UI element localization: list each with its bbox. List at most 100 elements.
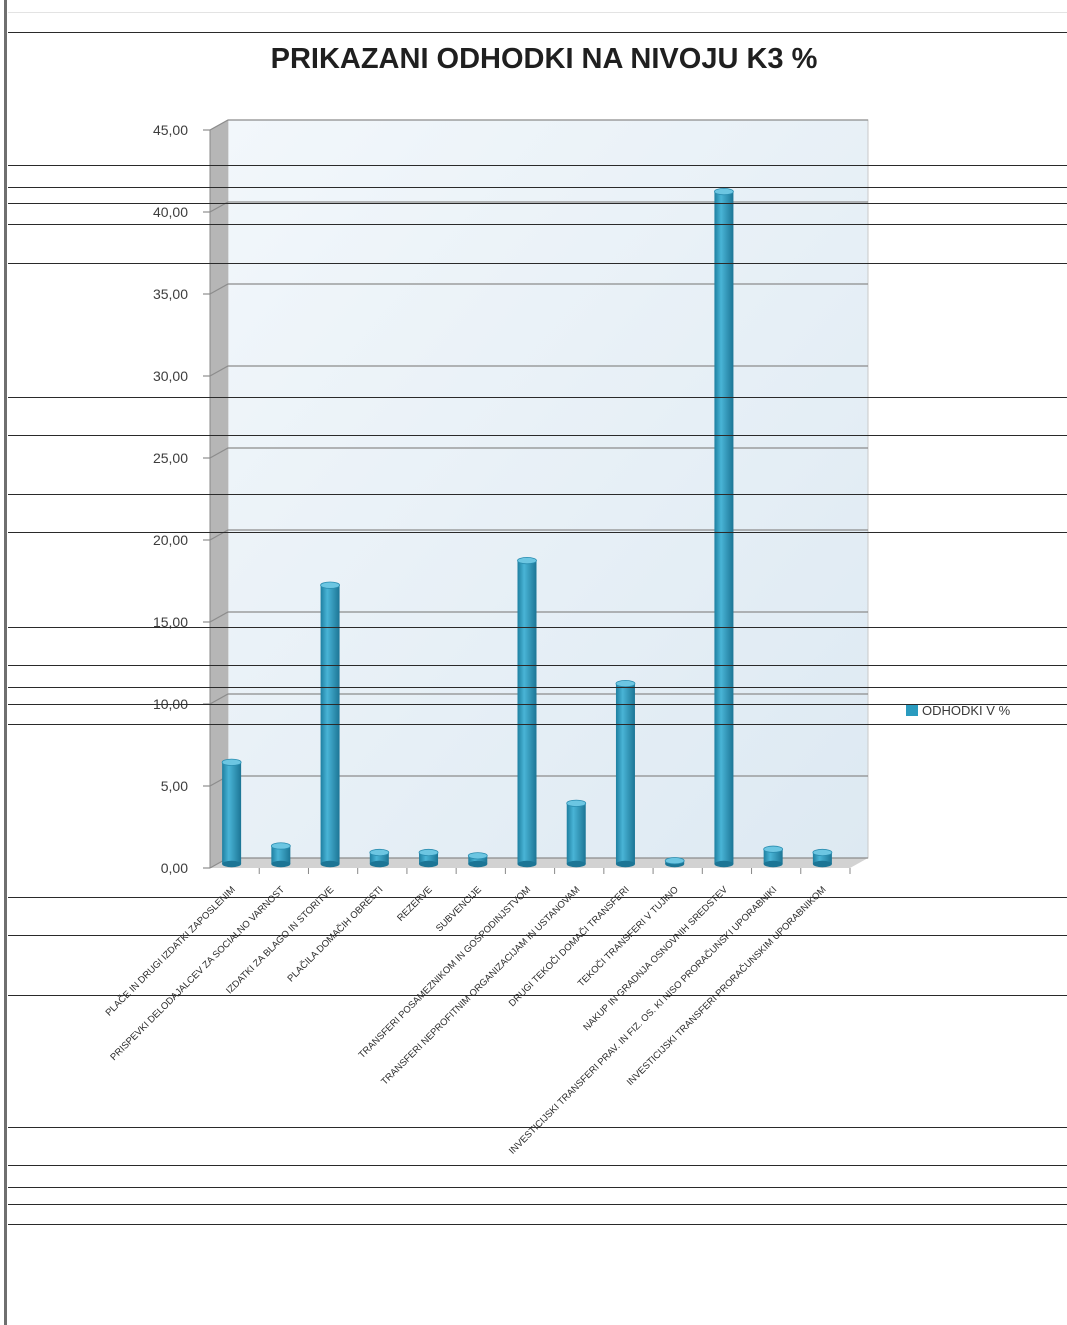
x-tick-label: PRISPEVKI DELODAJALCEV ZA SOCIALNO VARNO… bbox=[108, 884, 287, 1063]
bar-base bbox=[369, 860, 389, 868]
bar-base bbox=[714, 860, 734, 868]
bar-top bbox=[221, 758, 242, 766]
page-rule bbox=[8, 494, 1067, 495]
page-rule bbox=[8, 32, 1067, 33]
page-rule bbox=[8, 1187, 1067, 1188]
bar-top bbox=[418, 848, 439, 857]
bar bbox=[467, 852, 488, 868]
page-rule bbox=[8, 1204, 1067, 1205]
bar-body bbox=[812, 852, 832, 864]
bar-body bbox=[566, 803, 586, 864]
bar-body bbox=[714, 191, 734, 865]
legend: ODHODKI V % bbox=[906, 703, 1011, 718]
page-rule bbox=[8, 397, 1067, 398]
page-rule bbox=[8, 1127, 1067, 1128]
bar-top bbox=[566, 799, 587, 807]
gridline bbox=[209, 611, 868, 623]
bar-top bbox=[714, 188, 734, 196]
y-tick-label: 45,00 bbox=[153, 122, 188, 138]
bar-top bbox=[270, 842, 291, 850]
bar bbox=[714, 188, 734, 868]
page-rule bbox=[8, 897, 1067, 898]
page-rule bbox=[8, 687, 1067, 688]
page-rule bbox=[8, 187, 1067, 188]
page-rule bbox=[8, 203, 1067, 204]
bar bbox=[517, 556, 537, 868]
bar-base bbox=[419, 860, 439, 868]
bar-base bbox=[812, 860, 832, 868]
bar bbox=[418, 848, 439, 868]
bar-top bbox=[763, 845, 784, 853]
legend-swatch bbox=[906, 704, 918, 716]
y-tick-label: 30,00 bbox=[153, 368, 188, 384]
bar-top bbox=[615, 679, 636, 688]
bar-body bbox=[271, 845, 291, 864]
gridline bbox=[209, 365, 868, 377]
bar-body bbox=[615, 683, 635, 864]
page-rule bbox=[8, 435, 1067, 436]
bar-body bbox=[763, 849, 783, 864]
bar-base bbox=[566, 860, 586, 868]
bar-base bbox=[615, 860, 635, 868]
page-rule bbox=[8, 995, 1067, 996]
bar-top bbox=[812, 848, 833, 857]
x-tick-label: TRANSFERI POSAMEZNIKOM IN GOSPODINJSTVOM bbox=[357, 884, 534, 1061]
bar-top bbox=[664, 857, 685, 865]
y-tick-label: 0,00 bbox=[161, 860, 188, 876]
y-axis: 0,005,0010,0015,0020,0025,0030,0035,0040… bbox=[153, 122, 211, 876]
gridline bbox=[209, 283, 868, 295]
bars bbox=[221, 188, 833, 868]
x-tick-label: TEKOČI TRANSFERI V TUJINO bbox=[576, 884, 681, 989]
bar-body bbox=[517, 560, 537, 864]
page-rule bbox=[8, 165, 1067, 166]
left-border bbox=[4, 0, 7, 1325]
page-rule bbox=[8, 627, 1067, 628]
x-axis-labels: PLAČE IN DRUGI IZDATKI ZAPOSLENIMPRISPEV… bbox=[104, 868, 851, 1157]
bar-base bbox=[468, 860, 488, 868]
bar-top bbox=[517, 556, 537, 565]
page-rule bbox=[8, 1224, 1067, 1225]
bar-body bbox=[468, 855, 488, 864]
chart-title: PRIKAZANI ODHODKI NA NIVOJU K3 % bbox=[271, 43, 818, 75]
bar bbox=[615, 679, 636, 868]
bar bbox=[221, 758, 242, 868]
page-rule bbox=[8, 665, 1067, 666]
bar-top bbox=[369, 848, 390, 857]
bar bbox=[566, 799, 587, 868]
bar-base bbox=[271, 860, 291, 868]
bar-body bbox=[369, 852, 389, 864]
page-rule bbox=[8, 1165, 1067, 1166]
page-rule bbox=[8, 704, 1067, 705]
y-tick-label: 5,00 bbox=[161, 778, 188, 794]
y-tick-label: 15,00 bbox=[153, 614, 188, 630]
top-rule bbox=[8, 12, 1067, 13]
bar bbox=[812, 848, 833, 868]
gridline bbox=[209, 201, 868, 213]
x-tick-label: SUBVENCIJE bbox=[434, 884, 484, 934]
bar bbox=[664, 857, 685, 868]
page-rule bbox=[8, 935, 1067, 936]
page-rule bbox=[8, 224, 1067, 225]
bar-base bbox=[320, 860, 340, 868]
page-rule bbox=[8, 724, 1067, 725]
legend-label: ODHODKI V % bbox=[922, 703, 1011, 718]
bar-base bbox=[222, 860, 242, 868]
bar-base bbox=[763, 860, 783, 868]
bar-body bbox=[222, 762, 242, 864]
bar-body bbox=[419, 852, 439, 864]
y-tick-label: 40,00 bbox=[153, 204, 188, 220]
bar bbox=[763, 845, 784, 868]
y-tick-label: 35,00 bbox=[153, 286, 188, 302]
x-tick-label: IZDATKI ZA BLAGO IN STORITVE bbox=[224, 884, 336, 996]
bar-top bbox=[320, 581, 340, 589]
gridline bbox=[209, 447, 868, 459]
bar-base bbox=[517, 860, 537, 868]
gridline bbox=[209, 119, 868, 131]
x-tick-label: REZERVE bbox=[395, 884, 434, 923]
y-tick-label: 20,00 bbox=[153, 532, 188, 548]
bar-top bbox=[467, 852, 488, 860]
y-tick-label: 25,00 bbox=[153, 450, 188, 466]
gridline bbox=[209, 529, 868, 541]
